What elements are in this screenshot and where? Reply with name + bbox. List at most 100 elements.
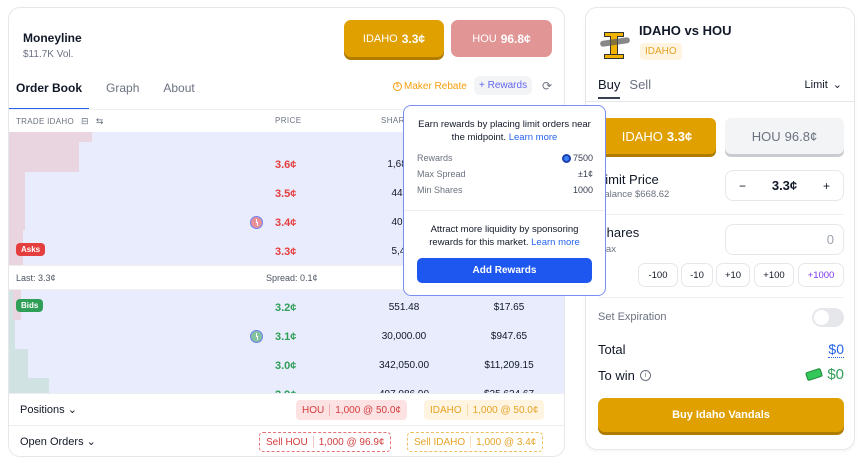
- set-expiration-toggle[interactable]: [812, 308, 844, 327]
- bid-total: $17.65: [493, 302, 525, 313]
- chevron-down-icon: ⌄: [67, 404, 77, 416]
- to-win-label-text: To win: [598, 368, 635, 383]
- total-value[interactable]: $0: [828, 341, 844, 358]
- ask-price: 3.6¢: [275, 159, 297, 171]
- shares-max-label[interactable]: Max: [598, 244, 616, 255]
- maker-rebate-label: Maker Rebate: [404, 81, 467, 92]
- tab-order-book[interactable]: Order Book: [9, 78, 90, 110]
- tab-graph[interactable]: Graph: [106, 81, 140, 95]
- order-type-label: Limit: [804, 78, 828, 91]
- balance-label: Balance $668.62: [598, 189, 670, 200]
- divider: [598, 297, 844, 298]
- quick-minus-100[interactable]: -100: [638, 263, 678, 287]
- kv-value: 1000: [572, 185, 593, 195]
- bid-shares: 342,050.00: [378, 360, 430, 371]
- outcome-name: IDAHO: [621, 128, 663, 144]
- order-chip-sell-idaho[interactable]: Sell IDAHO 1,000 @ 3.4¢: [407, 432, 544, 452]
- tab-buy[interactable]: Buy: [598, 77, 621, 99]
- limit-price-value: 3.3¢: [771, 178, 798, 193]
- chip-outcome: IDAHO: [430, 404, 462, 416]
- outcome-price: 3.3¢: [666, 128, 693, 144]
- bid-depth-bar: [9, 320, 15, 349]
- open-orders-row[interactable]: Open Orders ⌄ Sell HOU 1,000 @ 96.9¢ Sel…: [9, 425, 564, 456]
- maker-rebate-link[interactable]: $ Maker Rebate: [393, 81, 467, 92]
- refresh-icon[interactable]: ⟳: [542, 79, 553, 93]
- learn-more-link[interactable]: Learn more: [508, 132, 558, 143]
- bid-shares: 551.48: [388, 302, 420, 313]
- ask-depth-bar: [9, 172, 25, 230]
- order-type-dropdown[interactable]: Limit ⌄: [804, 78, 842, 92]
- positions-label: Positions: [20, 404, 65, 416]
- tab-about[interactable]: About: [163, 81, 195, 95]
- dollar-coin-icon: $: [393, 82, 402, 91]
- quick-minus-10[interactable]: -10: [681, 263, 713, 287]
- hou-outcome-button[interactable]: HOU 96.8¢: [451, 20, 552, 57]
- order-chip-sell-hou[interactable]: Sell HOU 1,000 @ 96.9¢: [259, 432, 392, 452]
- divider: [404, 210, 605, 211]
- chevron-down-icon: ⌄: [86, 436, 96, 448]
- buy-submit-button[interactable]: Buy Idaho Vandals: [598, 398, 844, 432]
- info-icon[interactable]: i: [639, 370, 651, 381]
- rewards-button[interactable]: + Rewards: [474, 76, 533, 95]
- position-chip-idaho[interactable]: IDAHO 1,000 @ 50.0¢: [424, 400, 545, 420]
- limit-price-stepper[interactable]: − 3.3¢ +: [725, 170, 844, 201]
- sponsor-learn-more-link[interactable]: Learn more: [531, 237, 580, 248]
- market-title: Moneyline: [23, 31, 82, 45]
- shares-column-header: SHARES: [381, 116, 417, 125]
- total-label: Total: [598, 342, 625, 357]
- ask-price: 3.4¢: [275, 217, 297, 229]
- tab-sell[interactable]: Sell: [629, 77, 652, 92]
- bid-row[interactable]: 3.0¢ 342,050.00 $11,209.15: [9, 351, 564, 380]
- increment-button[interactable]: +: [822, 178, 830, 193]
- collapse-icon[interactable]: ⊟: [80, 116, 89, 126]
- decrement-button[interactable]: −: [739, 178, 747, 193]
- kv-label: Rewards: [417, 153, 453, 163]
- ask-price: 3.3¢: [275, 246, 297, 258]
- total-label-text: Total: [598, 342, 626, 357]
- bid-depth-bar: [9, 349, 28, 378]
- chip-detail: 1,000 @ 96.9¢: [318, 436, 385, 448]
- kv-label: Min Shares: [417, 185, 463, 195]
- min-shares-row: Min Shares 1000: [417, 185, 593, 195]
- sponsor-text-body: Attract more liquidity by sponsoring rew…: [429, 224, 579, 248]
- rewards-intro-text: Earn rewards by placing limit orders nea…: [418, 119, 591, 143]
- swap-icon[interactable]: ⇆: [95, 116, 104, 126]
- outcome-name: HOU: [751, 128, 781, 144]
- open-order-clock-icon[interactable]: [250, 330, 263, 343]
- asks-badge: Asks: [16, 243, 46, 256]
- shares-input[interactable]: 0: [725, 224, 844, 255]
- add-rewards-button[interactable]: Add Rewards: [417, 258, 592, 283]
- side-tabs: Buy Sell: [598, 77, 651, 99]
- to-win-amount: $0: [827, 366, 844, 383]
- market-header: Moneyline $11.7K Vol.: [23, 31, 82, 60]
- outcome-idaho-button[interactable]: IDAHO 3.3¢: [598, 118, 716, 154]
- rewards-intro: Earn rewards by placing limit orders nea…: [414, 118, 595, 144]
- outcome-price: 3.3¢: [401, 31, 426, 46]
- positions-row[interactable]: Positions ⌄ HOU 1,000 @ 50.0¢ IDAHO 1,00…: [9, 393, 564, 425]
- bid-row[interactable]: 3.2¢ 551.48 $17.65: [9, 293, 564, 322]
- outcome-hou-button[interactable]: HOU 96.8¢: [725, 118, 844, 154]
- market-tabs: Order Book Graph About: [9, 78, 202, 110]
- idaho-outcome-button[interactable]: IDAHO 3.3¢: [344, 20, 444, 57]
- quick-plus-10[interactable]: +10: [716, 263, 750, 287]
- quick-plus-100[interactable]: +100: [754, 263, 794, 287]
- bid-row[interactable]: 3.1¢ 30,000.00 $947.65: [9, 322, 564, 351]
- trade-outcome-label: TRADE IDAHO: [16, 117, 74, 126]
- bid-price: 3.2¢: [275, 302, 297, 314]
- bid-price: 3.0¢: [275, 360, 297, 372]
- open-order-clock-icon[interactable]: [250, 216, 263, 229]
- position-chip-hou[interactable]: HOU 1,000 @ 50.0¢: [296, 400, 407, 420]
- positions-toggle[interactable]: Positions ⌄: [20, 403, 77, 416]
- to-win-value: $0: [805, 366, 844, 383]
- outcome-name: HOU: [472, 32, 497, 45]
- ask-depth-bar: [9, 132, 92, 142]
- rewards-row: Rewards 7500: [417, 153, 593, 163]
- bid-total: $947.65: [490, 331, 528, 342]
- event-title: IDAHO vs HOU: [639, 23, 732, 38]
- bid-price: 3.1¢: [275, 331, 297, 343]
- set-expiration-label: Set Expiration: [598, 311, 667, 323]
- quick-plus-1000[interactable]: +1000: [798, 263, 844, 287]
- open-orders-toggle[interactable]: Open Orders ⌄: [20, 435, 96, 448]
- chip-detail: 1,000 @ 3.4¢: [476, 436, 537, 448]
- rewards-popover: Earn rewards by placing limit orders nea…: [403, 105, 606, 296]
